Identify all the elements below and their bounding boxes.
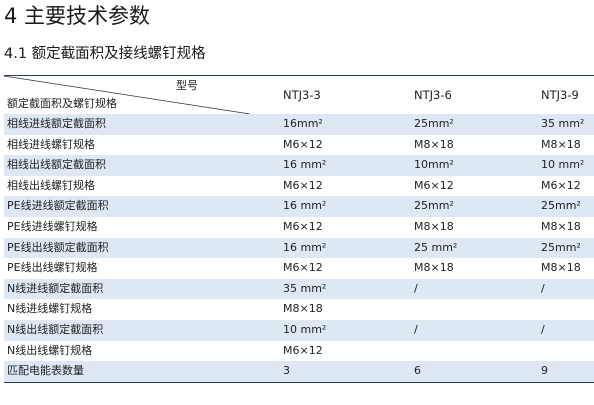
row-value-model-2: 6 <box>414 364 421 378</box>
header-model-2: NTJ3-6 <box>414 88 452 102</box>
table-row: N线出线螺钉规格 M6×12 <box>4 340 594 362</box>
table-row: 相线进线额定截面积 16mm² 25mm² 35 mm² <box>4 114 594 135</box>
row-value-model-1: 16mm² <box>283 117 323 130</box>
table-header: 型号 额定截面积及螺钉规格 NTJ3-3 NTJ3-6 NTJ3-9 <box>4 76 594 114</box>
row-label: N线进线螺钉规格 <box>7 302 93 316</box>
row-label: N线进线额定截面积 <box>7 281 104 295</box>
row-value-model-1: M6×12 <box>283 219 323 233</box>
row-value-model-1: M6×12 <box>283 178 323 192</box>
table-row: PE线出线额定截面积 16 mm² 25 mm² 25mm² <box>4 237 594 259</box>
header-spec-label: 额定截面积及螺钉规格 <box>7 97 117 110</box>
row-value-model-3: 9 <box>541 364 548 378</box>
row-value-model-1: 16 mm² <box>283 158 327 172</box>
row-value-model-1: 16 mm² <box>283 240 327 254</box>
row-value-model-3: 25mm² <box>541 240 581 254</box>
row-value-model-3: 25mm² <box>541 199 581 213</box>
row-value-model-2: 25mm² <box>414 117 454 130</box>
table-row: N线出线额定截面积 10 mm² / / <box>4 319 594 341</box>
subsection-title: 4.1 额定截面积及接线螺钉规格 <box>4 46 206 62</box>
header-model-3: NTJ3-9 <box>541 88 579 102</box>
row-value-model-3: / <box>541 281 545 295</box>
header-type-label: 型号 <box>176 79 198 92</box>
row-value-model-3: / <box>541 322 545 336</box>
row-value-model-2: 10mm² <box>414 158 454 172</box>
row-value-model-1: M6×12 <box>283 137 323 151</box>
row-label: 相线出线额定截面积 <box>7 158 106 172</box>
row-value-model-2: 25 mm² <box>414 240 458 254</box>
spec-table: 型号 额定截面积及螺钉规格 NTJ3-3 NTJ3-6 NTJ3-9 相线进线额… <box>4 75 594 383</box>
row-value-model-1: 35 mm² <box>283 281 327 295</box>
row-value-model-1: M6×12 <box>283 261 323 275</box>
row-label: PE线进线螺钉规格 <box>7 219 98 233</box>
row-value-model-2: M8×18 <box>414 219 454 233</box>
row-value-model-3: 35 mm² <box>541 117 585 130</box>
row-value-model-2: M8×18 <box>414 137 454 151</box>
table-row: PE线进线螺钉规格 M6×12 M8×18 M8×18 <box>4 216 594 238</box>
row-label: 相线进线额定截面积 <box>7 117 106 130</box>
row-label: 相线出线螺钉规格 <box>7 178 95 192</box>
row-value-model-1: 10 mm² <box>283 322 327 336</box>
row-value-model-2: M6×12 <box>414 178 454 192</box>
row-value-model-1: 16 mm² <box>283 199 327 213</box>
table-row: N线进线额定截面积 35 mm² / / <box>4 278 594 300</box>
section-title: 4 主要技术参数 <box>4 4 151 28</box>
table-row: 匹配电能表数量 3 6 9 <box>4 361 594 383</box>
header-diagonal-divider <box>4 76 250 114</box>
row-label: N线出线螺钉规格 <box>7 343 93 357</box>
table-row: 相线出线螺钉规格 M6×12 M6×12 M6×12 <box>4 175 594 197</box>
row-value-model-1: M6×12 <box>283 343 323 357</box>
row-value-model-2: M8×18 <box>414 261 454 275</box>
row-label: 相线进线螺钉规格 <box>7 137 95 151</box>
row-value-model-2: / <box>414 281 418 295</box>
table-row: PE线进线额定截面积 16 mm² 25mm² 25mm² <box>4 196 594 217</box>
row-value-model-1: M8×18 <box>283 302 323 316</box>
row-label: PE线进线额定截面积 <box>7 199 109 213</box>
row-label: PE线出线螺钉规格 <box>7 261 98 275</box>
row-value-model-3: M6×12 <box>541 178 581 192</box>
row-value-model-2: 25mm² <box>414 199 454 213</box>
row-value-model-3: M8×18 <box>541 219 581 233</box>
row-label: PE线出线额定截面积 <box>7 240 109 254</box>
row-value-model-1: 3 <box>283 364 290 378</box>
row-value-model-3: 10 mm² <box>541 158 585 172</box>
row-label: N线出线额定截面积 <box>7 322 104 336</box>
table-row: 相线进线螺钉规格 M6×12 M8×18 M8×18 <box>4 134 594 156</box>
table-row: PE线出线螺钉规格 M6×12 M8×18 M8×18 <box>4 258 594 279</box>
header-model-1: NTJ3-3 <box>283 88 321 102</box>
row-value-model-2: / <box>414 322 418 336</box>
table-row: N线进线螺钉规格 M8×18 <box>4 299 594 320</box>
row-label: 匹配电能表数量 <box>7 364 84 378</box>
row-value-model-3: M8×18 <box>541 137 581 151</box>
row-value-model-3: M8×18 <box>541 261 581 275</box>
table-body: 相线进线额定截面积 16mm² 25mm² 35 mm² 相线进线螺钉规格 M6×12 M8… <box>4 114 594 383</box>
table-row: 相线出线额定截面积 16 mm² 10mm² 10 mm² <box>4 155 594 176</box>
